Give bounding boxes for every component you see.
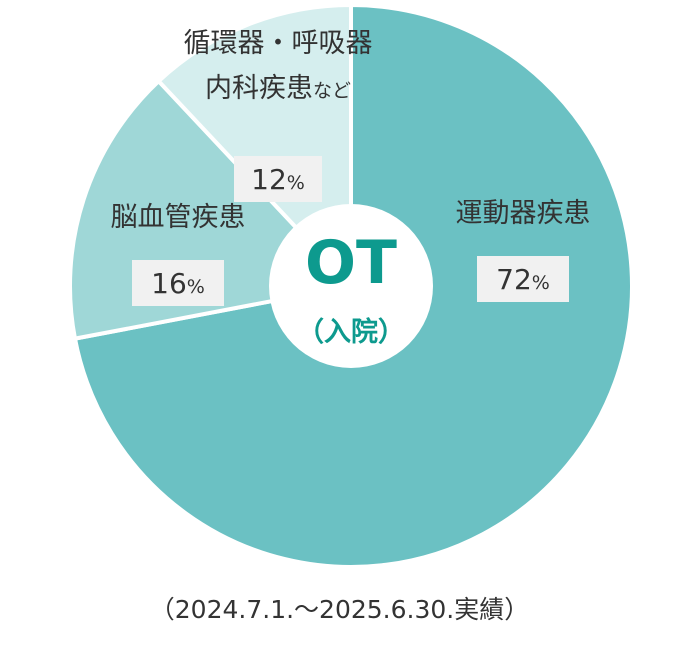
slice-name-suffix: など <box>313 80 351 102</box>
percent-box <box>234 156 322 202</box>
percent-unit: % <box>532 272 550 294</box>
percent-unit: % <box>187 276 205 298</box>
percent-box <box>132 260 224 306</box>
center-sublabel: （入院） <box>297 316 405 348</box>
percent-unit: % <box>287 172 305 194</box>
slice-label-cerebrovascular: 脳血管疾患 16% <box>111 202 246 306</box>
center-label: OT <box>305 228 397 298</box>
slice-value-musculoskeletal: 72% <box>496 263 550 296</box>
percent-box <box>477 256 569 302</box>
slice-label-musculoskeletal: 運動器疾患 72% <box>456 198 591 302</box>
slice-name-cerebrovascular-line-1: 脳血管疾患 <box>111 202 246 233</box>
pie-slice-cardio-respiratory <box>156 3 353 288</box>
footnote: （2024.7.1.～2025.6.30.実績） <box>149 595 530 624</box>
slice-name-musculoskeletal-line-1: 運動器疾患 <box>456 198 591 229</box>
slice-name-cardio-respiratory-line-1: 循環器・呼吸器 <box>184 28 373 59</box>
center-disc <box>269 204 433 368</box>
slice-value-cerebrovascular: 16% <box>151 267 205 300</box>
